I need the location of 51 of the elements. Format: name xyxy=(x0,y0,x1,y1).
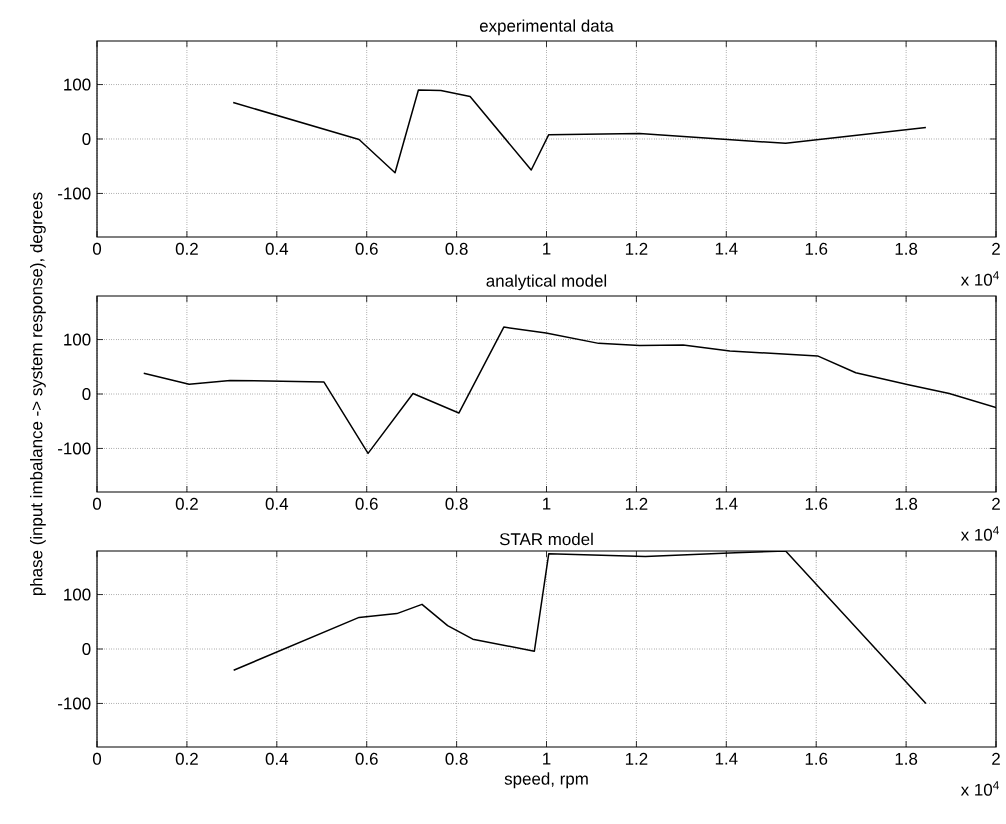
x-tick-label: 1.2 xyxy=(625,497,648,510)
text: x 10$^{4}$ xyxy=(960,781,999,796)
x-tick-label: 0.4 xyxy=(265,497,289,510)
x-axis-title: speed, rpm xyxy=(504,772,588,789)
y-tick-label: -100 xyxy=(58,697,91,710)
x-tick-label: 0.6 xyxy=(355,242,378,255)
x-tick-label: 0.2 xyxy=(175,497,198,510)
x-tick-label: 1.6 xyxy=(805,752,828,765)
y-tick-label: -100 xyxy=(58,187,91,200)
line-series xyxy=(232,89,927,174)
x-tick-label: 1.4 xyxy=(715,242,738,255)
y-tick-label: 0 xyxy=(82,133,91,145)
chart-title: experimental data xyxy=(479,19,614,36)
x-tick-label: 1.6 xyxy=(805,242,828,255)
x-tick-label: 0.6 xyxy=(355,752,378,765)
x-tick-label: 1.8 xyxy=(895,242,918,255)
x-tick-label: 1 xyxy=(543,497,551,510)
x-tick-label: 0.8 xyxy=(445,242,468,255)
y-tick-label: 100 xyxy=(64,588,91,601)
x-tick-label: 0.2 xyxy=(175,752,198,765)
y-tick-label: 0 xyxy=(82,643,91,656)
x-tick-label: 1.6 xyxy=(805,497,828,510)
x-tick-label: 1 xyxy=(543,752,551,765)
x-tick-label: 0.6 xyxy=(355,497,378,510)
x-tick-label: 2 xyxy=(992,752,1000,765)
chart-title: STAR model xyxy=(499,532,593,546)
x-tick-label: 0 xyxy=(92,497,102,510)
x-tick-label: 0.8 xyxy=(445,497,468,510)
y-tick-label: -100 xyxy=(58,442,91,455)
x-tick-label: 0.4 xyxy=(265,242,289,255)
y-tick-label: 100 xyxy=(64,333,91,346)
chart-title: analytical model xyxy=(486,274,607,291)
x-tick-label: 2 xyxy=(992,242,1000,255)
x-tick-label: 1.2 xyxy=(625,752,648,765)
text: x 10$^{4}$ xyxy=(960,526,999,541)
x-tick-label: 1.2 xyxy=(625,242,648,255)
y-tick-label: 100 xyxy=(64,78,91,91)
x-tick-label: 0 xyxy=(92,752,102,765)
x-tick-label: 0.4 xyxy=(265,752,289,765)
y-tick-label: 0 xyxy=(82,388,91,400)
y-axis-title: phase (input imbalance -> system response), degrees xyxy=(30,192,46,596)
x-tick-label: 0.2 xyxy=(175,242,198,255)
x-tick-label: 1.8 xyxy=(895,752,918,765)
x-tick-label: 0.8 xyxy=(445,752,468,765)
x-tick-label: 1.8 xyxy=(895,497,918,510)
x-tick-label: 2 xyxy=(992,497,1000,510)
x-tick-label: 1.4 xyxy=(715,752,738,765)
x-tick-label: 0 xyxy=(92,242,102,255)
x-tick-label: 1 xyxy=(543,242,551,255)
x-tick-label: 1.4 xyxy=(715,497,738,510)
text: x 10$^{4}$ xyxy=(960,271,999,286)
